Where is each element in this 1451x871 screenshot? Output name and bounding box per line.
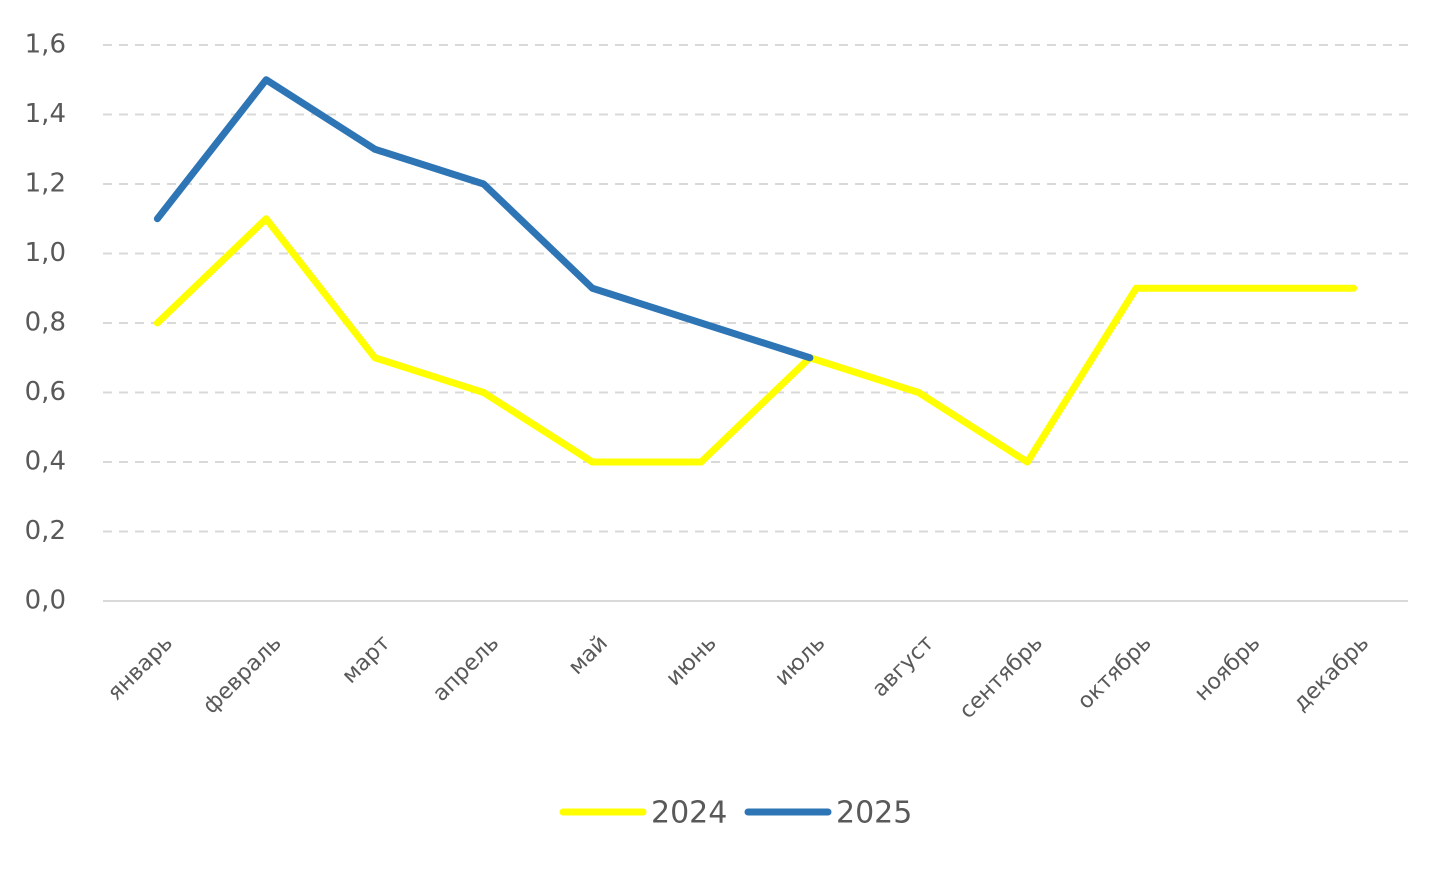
x-tick-label: март (337, 631, 395, 689)
legend-label: 2024 (651, 796, 727, 831)
x-tick-label: август (868, 631, 940, 703)
series-line (153, 215, 1358, 466)
y-tick-label: 1,4 (25, 99, 66, 129)
x-tick-label: июнь (661, 631, 721, 691)
x-tick-label: июль (770, 631, 830, 691)
y-tick-label: 0,2 (25, 516, 66, 546)
series-line (153, 76, 814, 362)
y-tick-label: 0,4 (25, 447, 66, 477)
x-tick-label: январь (103, 631, 178, 706)
y-tick-label: 1,6 (25, 30, 66, 60)
x-tick-label: февраль (198, 631, 286, 719)
x-tick-label: ноябрь (1190, 631, 1265, 706)
y-tick-label: 1,2 (25, 169, 66, 199)
x-tick-label: октябрь (1073, 631, 1157, 715)
y-tick-label: 0,0 (25, 586, 66, 616)
y-tick-label: 0,6 (25, 377, 66, 407)
y-tick-label: 1,0 (25, 238, 66, 268)
x-tick-label: май (564, 631, 613, 680)
legend-label: 2025 (836, 796, 912, 831)
x-tick-label: сентябрь (955, 631, 1048, 724)
x-tick-label: декабрь (1289, 631, 1375, 717)
x-tick-label: апрель (428, 631, 504, 707)
y-tick-label: 0,8 (25, 308, 66, 338)
